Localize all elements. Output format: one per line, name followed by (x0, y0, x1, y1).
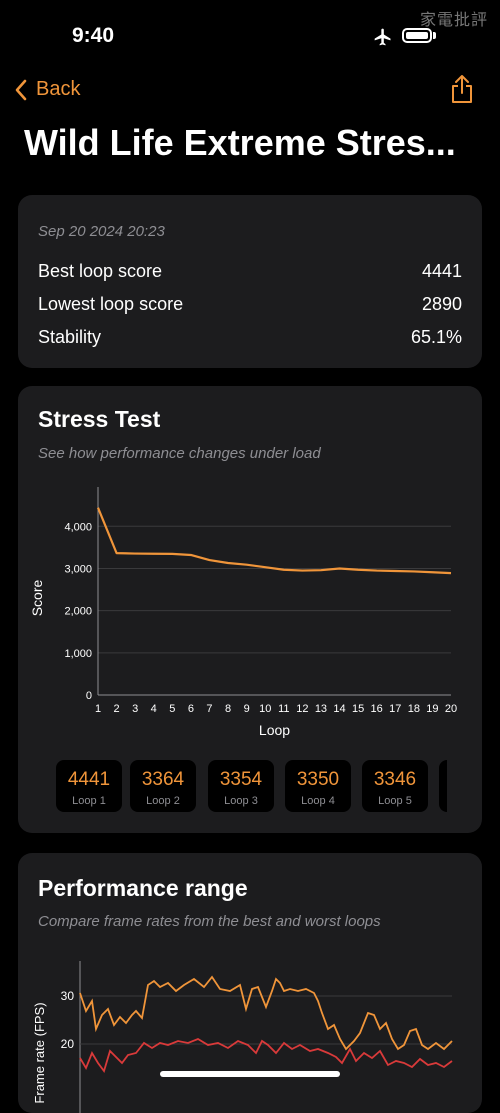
status-time: 9:40 (72, 24, 115, 47)
back-button[interactable]: Back (14, 78, 80, 101)
loop-label: Loop 5 (378, 795, 412, 807)
x-tick-label: 14 (333, 703, 345, 715)
stress-test-card: Stress Test See how performance changes … (18, 386, 482, 833)
x-tick-label: 18 (408, 703, 420, 715)
x-tick-label: 6 (188, 703, 194, 715)
page-title: Wild Life Extreme Stres... (24, 122, 456, 163)
x-tick-label: 12 (296, 703, 308, 715)
stress-subtitle: See how performance changes under load (38, 445, 321, 462)
test-date: Sep 20 2024 20:23 (38, 223, 165, 240)
back-label: Back (36, 78, 81, 100)
home-indicator (160, 1071, 340, 1077)
y-tick-label: 0 (86, 690, 92, 702)
x-tick-label: 3 (132, 703, 138, 715)
summary-label: Stability (38, 327, 102, 347)
summary-row-lowest: Lowest loop score 2890 (38, 294, 462, 315)
x-tick-label: 9 (244, 703, 250, 715)
loop-score: 3364 (141, 769, 185, 790)
x-tick-label: 16 (371, 703, 383, 715)
summary-value: 2890 (421, 294, 462, 314)
performance-range-card: Performance range Compare frame rates fr… (18, 853, 482, 1113)
loop-tile[interactable]: 3350 Loop 4 (285, 760, 351, 812)
x-tick-label: 10 (259, 703, 271, 715)
x-tick-label: 5 (169, 703, 175, 715)
y-tick-label: 3,000 (64, 563, 92, 575)
loop-label: Loop 2 (146, 795, 180, 807)
loop-score: 3354 (219, 769, 263, 790)
perf-subtitle: Compare frame rates from the best and wo… (38, 913, 381, 930)
y-tick-label: 1,000 (64, 648, 92, 660)
x-tick-label: 19 (426, 703, 438, 715)
loop-score: 4441 (67, 769, 111, 790)
summary-row-best: Best loop score 4441 (38, 261, 462, 282)
perf-title: Performance range (38, 875, 248, 901)
share-icon[interactable] (450, 74, 474, 104)
x-tick-label: 1 (95, 703, 101, 715)
summary-row-stability: Stability 65.1% (38, 327, 462, 348)
perf-chart: 30 20 Frame rate (FPS) (32, 961, 453, 1113)
loop-tile[interactable]: 3354 Loop 3 (208, 760, 274, 812)
loop-tile[interactable]: 4441 Loop 1 (56, 760, 122, 812)
loop-label: Loop 4 (301, 795, 335, 807)
summary-value: 4441 (421, 261, 462, 281)
x-tick-label: 4 (151, 703, 157, 715)
summary-label: Lowest loop score (38, 294, 184, 314)
x-tick-label: 7 (206, 703, 212, 715)
x-tick-label: 17 (389, 703, 401, 715)
best-loop-line (79, 975, 453, 1051)
loop-score: 3350 (296, 769, 340, 790)
loop-score: 3346 (373, 769, 417, 790)
x-tick-label: 20 (445, 703, 457, 715)
battery-tip (433, 32, 436, 39)
y-tick-label: 4,000 (64, 521, 92, 533)
chevron-left-icon (15, 79, 27, 100)
battery-icon (402, 28, 432, 43)
airplane-mode-icon (374, 28, 391, 46)
perf-y-tick: 30 (61, 989, 75, 1003)
x-axis-title: Loop (259, 722, 290, 738)
x-tick-label: 15 (352, 703, 364, 715)
summary-value: 65.1% (410, 327, 462, 347)
x-tick-label: 2 (114, 703, 120, 715)
worst-loop-line (79, 1037, 453, 1073)
score-line (96, 507, 452, 575)
stress-title: Stress Test (38, 406, 161, 432)
loop-label: Loop 3 (224, 795, 258, 807)
loop-tile[interactable]: 3346 Loop 5 (362, 760, 428, 812)
loop-label: Loop 1 (72, 795, 106, 807)
perf-y-tick: 20 (61, 1037, 75, 1051)
summary-card: Sep 20 2024 20:23 Best loop score 4441 L… (18, 195, 482, 368)
x-tick-label: 8 (225, 703, 231, 715)
y-tick-label: 2,000 (64, 606, 92, 618)
x-tick-label: 11 (278, 703, 289, 715)
y-axis-title: Score (29, 580, 45, 617)
watermark: 家電批評 (420, 12, 489, 29)
summary-label: Best loop score (38, 261, 163, 281)
x-tick-label: 13 (315, 703, 327, 715)
loop-tile[interactable]: 3364 Loop 2 (130, 760, 196, 812)
loop-tile-partial[interactable] (439, 760, 447, 812)
perf-y-label: Frame rate (FPS) (32, 1002, 47, 1103)
